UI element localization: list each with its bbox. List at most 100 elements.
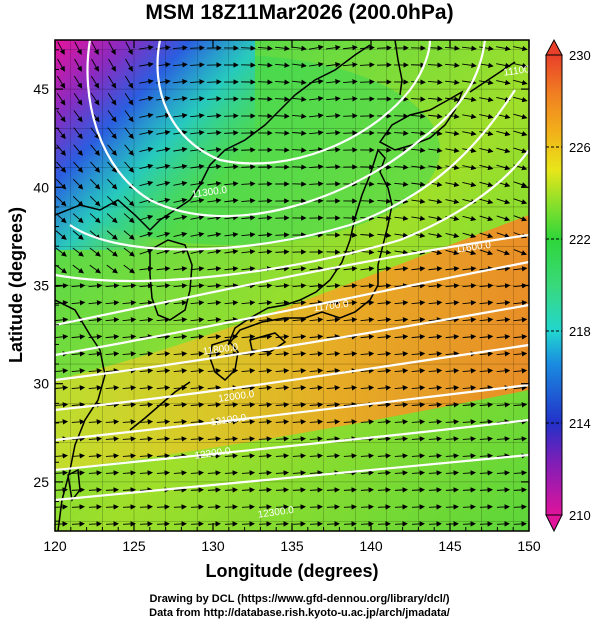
wind-arrow (343, 62, 358, 68)
wind-arrow (428, 487, 442, 493)
wind-arrow (258, 419, 273, 425)
wind-arrow (343, 300, 358, 306)
wind-arrow (292, 317, 307, 323)
wind-arrow (513, 198, 528, 205)
wind-arrow (428, 385, 443, 391)
wind-arrow (513, 266, 528, 272)
wind-arrow (190, 334, 205, 340)
wind-arrow (72, 247, 84, 257)
wind-arrow (190, 436, 205, 442)
wind-arrow (479, 249, 494, 256)
wind-arrow (479, 45, 494, 52)
wind-arrow (411, 385, 426, 391)
wind-arrow (275, 249, 290, 255)
wind-arrow (462, 436, 477, 442)
contour-lines (55, 40, 529, 502)
wind-arrow (72, 264, 84, 274)
wind-arrow (107, 93, 117, 106)
wind-arrow (241, 385, 256, 391)
wind-arrow (394, 453, 409, 459)
wind-arrow (207, 385, 222, 391)
wind-arrow (173, 419, 188, 425)
wind-arrow (513, 334, 528, 340)
wind-arrow (411, 130, 426, 136)
wind-arrow (55, 368, 69, 374)
wind-arrow (479, 113, 494, 120)
wind-arrow (360, 266, 375, 272)
wind-arrow (258, 79, 273, 85)
wind-arrow (57, 41, 65, 55)
wind-arrow (360, 487, 374, 493)
wind-arrow (224, 283, 239, 289)
wind-arrow (156, 419, 171, 425)
wind-arrow (394, 470, 409, 476)
wind-arrow (462, 487, 476, 493)
wind-arrow (190, 317, 205, 323)
contour-label: 11100.0 (503, 63, 539, 79)
wind-arrow (377, 198, 392, 204)
wind-arrow (73, 93, 83, 106)
wind-arrow (224, 419, 239, 425)
wind-arrow (190, 351, 205, 357)
wind-arrow (122, 402, 137, 408)
wind-arrow (139, 300, 154, 306)
contour-line (86, 40, 487, 218)
x-tick-label: 125 (122, 538, 146, 554)
wind-arrow (394, 317, 409, 323)
wind-arrow (292, 266, 307, 272)
wind-arrow (224, 521, 238, 527)
wind-arrow (394, 351, 409, 357)
wind-arrow (73, 178, 84, 190)
wind-arrow (479, 215, 494, 222)
wind-arrow (309, 334, 324, 340)
wind-arrow (190, 113, 205, 119)
wind-arrow (88, 470, 103, 476)
wind-arrow (462, 504, 476, 510)
contour-line (55, 149, 529, 282)
wind-arrow (513, 487, 527, 493)
wind-arrow (258, 198, 273, 204)
wind-arrow (445, 436, 460, 442)
wind-arrow (224, 504, 238, 510)
wind-arrow (411, 215, 426, 222)
wind-arrow (123, 213, 135, 224)
wind-arrow (124, 161, 135, 173)
wind-arrow (72, 230, 84, 240)
wind-arrow (173, 214, 188, 221)
wind-arrow (124, 110, 134, 123)
wind-arrow (479, 334, 494, 340)
wind-arrow (207, 334, 222, 340)
wind-arrow (326, 521, 340, 527)
wind-arrow (258, 232, 273, 238)
wind-arrow (123, 230, 135, 240)
wind-arrow (479, 130, 494, 137)
wind-arrow (71, 368, 86, 374)
wind-arrow (224, 130, 239, 136)
wind-arrow (411, 283, 426, 289)
wind-arrow (106, 230, 118, 240)
wind-arrow (71, 385, 86, 391)
wind-arrow (428, 62, 443, 68)
wind-arrow (479, 283, 494, 289)
wind-arrow (394, 368, 409, 374)
wind-arrow (71, 419, 86, 425)
wind-arrow (156, 453, 171, 459)
wind-arrow (360, 249, 375, 255)
wind-arrow (326, 402, 341, 408)
wind-arrow (411, 351, 426, 357)
wind-arrow (479, 181, 494, 188)
wind-arrow (71, 283, 86, 289)
coastline-korea (149, 239, 193, 321)
wind-arrow (292, 504, 306, 510)
wind-arrow (411, 521, 425, 527)
wind-arrow (360, 453, 375, 459)
wind-arrow (309, 351, 324, 357)
wind-arrow (360, 79, 375, 85)
wind-arrow (343, 453, 358, 459)
wind-arrow (479, 504, 493, 510)
wind-arrow (343, 317, 358, 323)
wind-arrow (207, 214, 222, 221)
wind-arrow (496, 215, 511, 222)
wind-arrow (122, 283, 137, 289)
wind-arrow (496, 317, 511, 323)
